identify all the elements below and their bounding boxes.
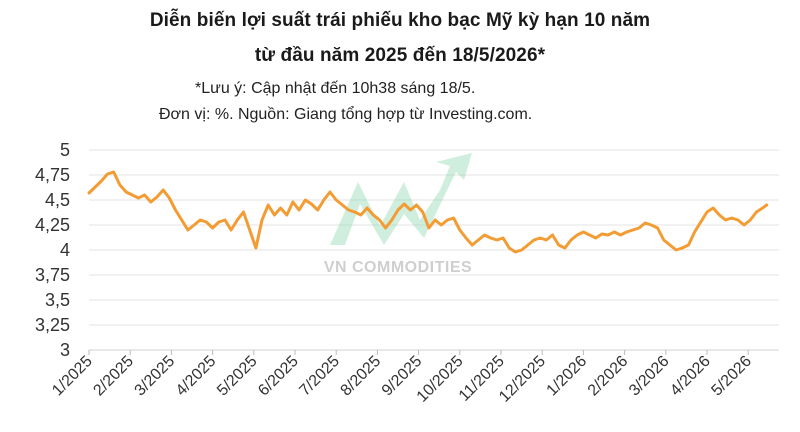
chart-title-line2: từ đầu năm 2025 đến 18/5/2026*: [254, 45, 546, 66]
update-note: *Lưu ý: Cập nhật đến 10h38 sáng 18/5.: [195, 80, 476, 97]
y-tick-label: 5: [60, 140, 70, 160]
x-tick-label: 5/2025: [214, 353, 261, 400]
y-tick-label: 4,75: [35, 165, 70, 185]
x-tick-label: 6/2025: [255, 353, 302, 400]
y-tick-label: 3: [60, 340, 70, 360]
vn-commodities-watermark: VN COMMODITIES: [324, 153, 472, 276]
yield-series-line: [87, 170, 769, 254]
x-axis: 1/20252/20253/20254/20255/20256/20257/20…: [49, 349, 779, 406]
x-tick-label: 2/2025: [90, 353, 137, 400]
watermark-logo-icon: [330, 153, 472, 245]
y-tick-label: 4,5: [45, 190, 70, 210]
x-tick-label: 4/2025: [173, 353, 220, 400]
x-tick-label: 3/2025: [132, 353, 179, 400]
series-layer: [87, 170, 769, 254]
y-tick-label: 4: [60, 240, 70, 260]
x-tick-label: 1/2025: [49, 353, 96, 400]
chart-title-line1: Diễn biến lợi suất trái phiếu kho bạc Mỹ…: [149, 10, 651, 31]
unit-source-note: Đơn vị: %. Nguồn: Giang tổng hợp từ Inve…: [159, 106, 533, 123]
y-tick-label: 3,75: [35, 265, 70, 285]
x-tick-label: 12/2025: [496, 353, 549, 406]
y-tick-label: 3,25: [35, 315, 70, 335]
x-tick-label: 7/2025: [296, 353, 343, 400]
y-tick-label: 4,25: [35, 215, 70, 235]
x-tick-label: 5/2026: [708, 353, 755, 400]
x-tick-label: 8/2025: [338, 353, 385, 400]
x-tick-label: 3/2026: [626, 353, 673, 400]
grid-lines: [89, 149, 779, 351]
y-axis: 3 3,25 3,5 3,75 4 4,25 4,5 4,75 5: [35, 140, 70, 360]
watermark-text: VN COMMODITIES: [324, 259, 472, 276]
x-tick-label: 2/2026: [585, 353, 632, 400]
x-tick-label: 4/2026: [667, 353, 714, 400]
y-tick-label: 3,5: [45, 290, 70, 310]
x-tick-label: 1/2026: [544, 353, 591, 400]
x-tick-label: 10/2025: [414, 353, 467, 406]
